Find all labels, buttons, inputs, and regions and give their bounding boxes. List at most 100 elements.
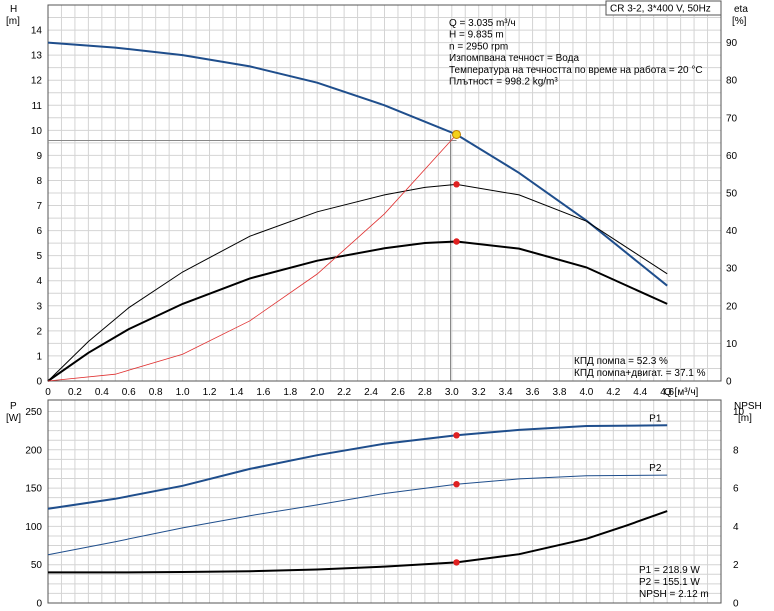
- p2-marker: [453, 480, 460, 488]
- y-tick-label: 1: [36, 351, 42, 362]
- operating-point-info: Плътност = 998.2 kg/m³: [449, 77, 558, 88]
- x-tick-label: 4.4: [633, 387, 647, 398]
- curve-p2: [47, 474, 668, 556]
- efficiency-legend-text: КПД помпа+двигат. = 37.1 %: [574, 368, 706, 379]
- npsh-axis-label: NPSH: [734, 401, 762, 412]
- npsh-tick-label: 8: [733, 445, 739, 456]
- y-tick-label: 7: [36, 201, 42, 212]
- series-name-p2: P2: [649, 463, 662, 474]
- title-box: [605, 0, 722, 16]
- y2-tick-label: 0: [726, 377, 732, 388]
- y2-tick-label: 90: [726, 38, 738, 49]
- y-tick-label: 4: [36, 276, 42, 287]
- markers: [452, 129, 462, 566]
- y2-tick-label: 10: [726, 339, 738, 350]
- y-tick-label: 2: [36, 326, 42, 337]
- x-tick-label: 4.2: [606, 387, 620, 398]
- x-tick-label: 4.0: [579, 387, 593, 398]
- x-tick-label: 2.2: [337, 387, 351, 398]
- operating-point-marker: [452, 129, 462, 139]
- y-tick-label: 3: [36, 301, 42, 312]
- x-tick-label: 2.4: [364, 387, 378, 398]
- y-tick-label: 0: [36, 377, 42, 388]
- y-tick-label: 14: [31, 26, 43, 37]
- p-tick-label: 100: [25, 522, 42, 533]
- top-panel-frame: [47, 4, 722, 382]
- x-tick-label: 1.8: [283, 387, 297, 398]
- y2-tick-label: 80: [726, 76, 738, 87]
- y2-tick-label: 60: [726, 151, 738, 162]
- p1-marker: [453, 432, 460, 439]
- power-legend-text: NPSH = 2.12 m: [639, 589, 709, 600]
- bottom-panel-frame: [47, 399, 722, 604]
- npsh-tick-label: 4: [733, 522, 739, 533]
- y-tick-label: 10: [31, 126, 43, 137]
- npsh-marker: [453, 559, 460, 566]
- series: [47, 41, 668, 574]
- x-tick-label: 3.8: [553, 387, 567, 398]
- x-tick-label: 1.6: [256, 387, 270, 398]
- npsh-axis-unit: [m]: [738, 413, 752, 424]
- labels: 01234567891011121314H[m]0102030405060708…: [6, 4, 762, 610]
- y2-axis-label: eta: [734, 4, 748, 15]
- curve-eta_pump: [47, 183, 668, 382]
- y-tick-label: 6: [36, 226, 42, 237]
- curve-p1: [47, 424, 668, 510]
- p-tick-label: 150: [25, 484, 42, 495]
- x-tick-label: 1.4: [229, 387, 243, 398]
- x-tick-label: 2.8: [418, 387, 432, 398]
- npsh-tick-label: 10: [733, 407, 745, 418]
- y2-tick-label: 50: [726, 189, 738, 200]
- eta-pump-marker: [453, 181, 460, 188]
- y-tick-label: 11: [32, 101, 43, 112]
- y-tick-label: 5: [36, 251, 42, 262]
- y-tick-label: 12: [31, 76, 43, 87]
- x-tick-label: 3.4: [499, 387, 513, 398]
- x-tick-label: 3.2: [472, 387, 486, 398]
- operating-point-info: H = 9.835 m: [449, 30, 504, 41]
- x-tick-label: 1.2: [203, 387, 217, 398]
- eta-total-marker: [453, 238, 460, 245]
- y-tick-label: 13: [31, 51, 43, 62]
- x-axis-label: Q [м³/ч]: [664, 387, 699, 398]
- p-axis-unit: [W]: [6, 413, 21, 424]
- operating-point-info: n = 2950 rpm: [449, 41, 508, 52]
- operating-point-info: Температура на течността по време на раб…: [449, 64, 703, 76]
- x-tick-label: 3.0: [445, 387, 459, 398]
- x-tick-label: 0: [45, 387, 51, 398]
- x-tick-label: 4.6: [660, 387, 674, 398]
- x-tick-label: 0.6: [122, 387, 136, 398]
- y2-tick-label: 40: [726, 226, 738, 237]
- operating-point-info: Изпомпвана течност = Вода: [449, 53, 579, 64]
- series-name-p1: P1: [649, 413, 662, 424]
- axes: [47, 0, 722, 604]
- y-tick-label: 9: [36, 151, 42, 162]
- efficiency-legend-text: КПД помпа = 52.3 %: [574, 356, 668, 367]
- p-axis-label: P: [10, 401, 17, 412]
- p-tick-label: 200: [25, 445, 42, 456]
- y-axis-unit: [m]: [6, 16, 20, 27]
- operating-point-info: Q = 3.035 m³/ч: [449, 18, 516, 29]
- power-legend-text: P2 = 155.1 W: [639, 577, 700, 588]
- p-tick-label: 0: [36, 599, 42, 610]
- x-tick-label: 0.8: [149, 387, 163, 398]
- curve-npsh: [48, 510, 668, 574]
- curve-head: [47, 41, 668, 287]
- npsh-tick-label: 2: [733, 560, 739, 571]
- npsh-tick-label: 6: [733, 484, 739, 495]
- x-tick-label: 0.2: [68, 387, 82, 398]
- chart-title: CR 3-2, 3*400 V, 50Hz: [610, 4, 711, 15]
- y2-tick-label: 70: [726, 113, 738, 124]
- x-tick-label: 2.6: [391, 387, 405, 398]
- p-tick-label: 50: [31, 560, 43, 571]
- x-tick-label: 3.6: [526, 387, 540, 398]
- y-tick-label: 8: [36, 176, 42, 187]
- x-tick-label: 0.4: [95, 387, 109, 398]
- y2-tick-label: 20: [726, 301, 738, 312]
- x-tick-label: 2.0: [310, 387, 324, 398]
- x-tick-label: 1.0: [176, 387, 190, 398]
- curve-eta_total: [47, 240, 668, 382]
- y2-axis-unit: [%]: [732, 16, 747, 27]
- y2-tick-label: 30: [726, 264, 738, 275]
